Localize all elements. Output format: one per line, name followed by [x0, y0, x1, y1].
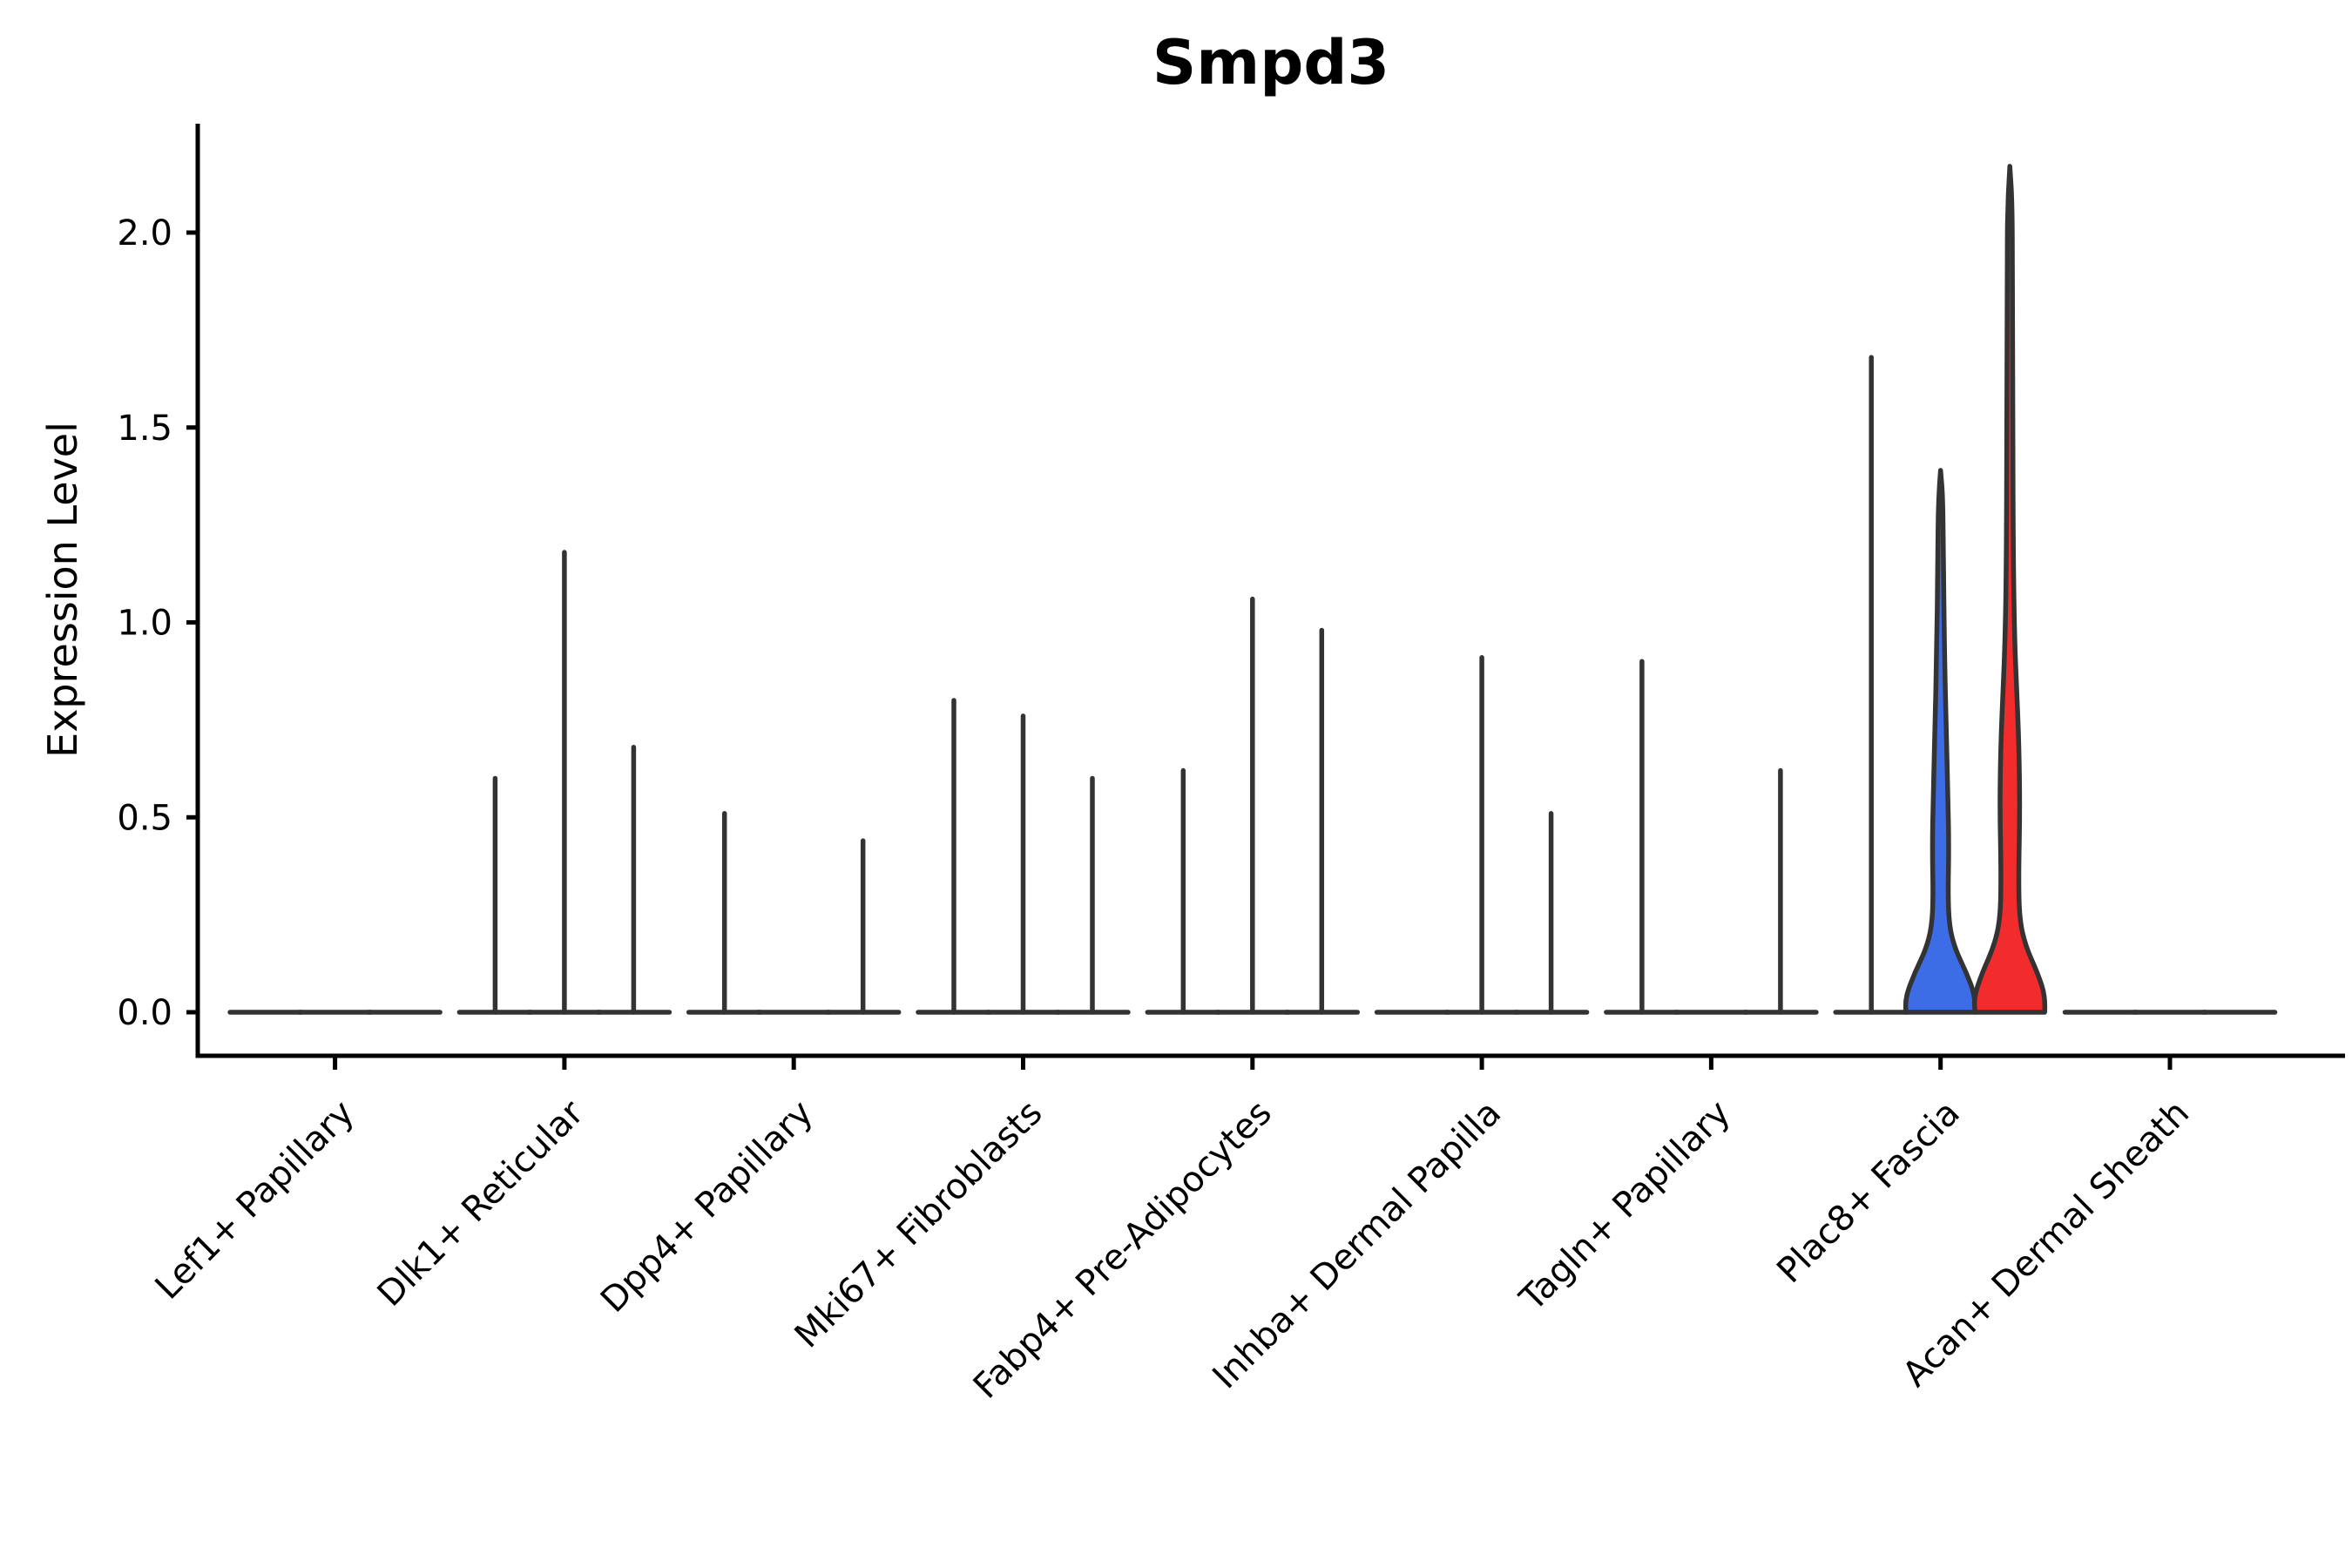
- y-tick-label-0.5: 0.5: [117, 798, 172, 838]
- x-tick-label-tagln-papillary: Tagln+ Papillary: [1512, 1093, 1739, 1320]
- x-tick-label-plac8-fascia: Plac8+ Fascia: [1769, 1093, 1968, 1292]
- plot-area: 0.0 0.5 1.0 1.5 2.0 Lef1+ Papillary Dlk1+ Reti…: [117, 124, 2345, 1407]
- violin-plac8-fascia-3: [1971, 164, 2048, 1015]
- y-tick-label-1.5: 1.5: [117, 409, 172, 449]
- y-tick-label-1.0: 1.0: [117, 604, 172, 644]
- x-tick-label-dpp4-papillary: Dpp4+ Papillary: [593, 1093, 821, 1321]
- figure-title: Smpd3: [1152, 27, 1389, 98]
- y-axis-label: Expression Level: [39, 422, 86, 758]
- y-tick-label-2.0: 2.0: [117, 213, 172, 253]
- x-tick-label-mki67-fibroblasts: Mki67+ Fibroblasts: [787, 1093, 1051, 1356]
- x-tick-label-lef1-papillary: Lef1+ Papillary: [147, 1093, 362, 1308]
- y-tick-label-0.0: 0.0: [117, 993, 172, 1033]
- x-tick-label-dlk1-reticular: Dlk1+ Reticular: [370, 1092, 592, 1315]
- violin-plac8-fascia-2: [1903, 468, 1978, 1015]
